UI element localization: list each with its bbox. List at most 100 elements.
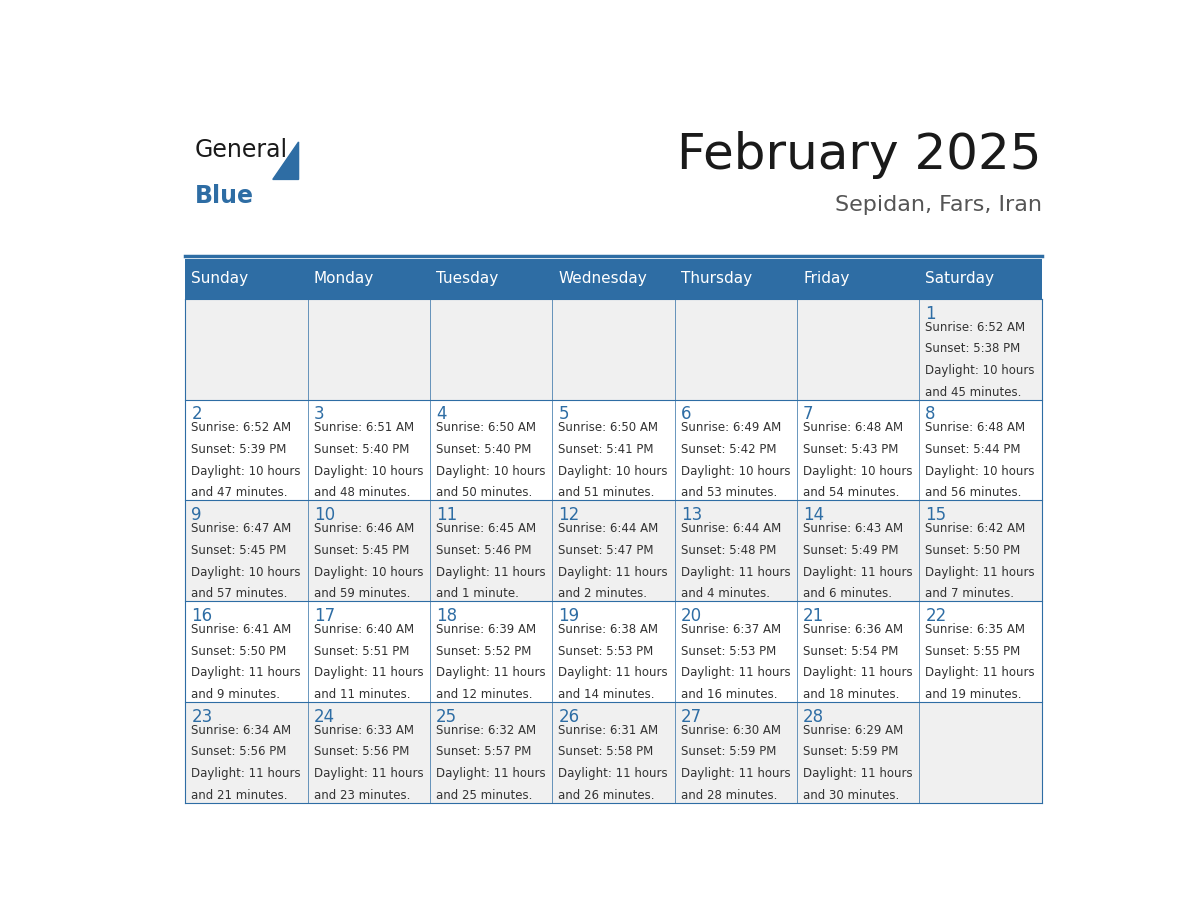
Text: and 2 minutes.: and 2 minutes. xyxy=(558,588,647,600)
Text: and 45 minutes.: and 45 minutes. xyxy=(925,386,1022,398)
FancyBboxPatch shape xyxy=(675,399,797,500)
Text: Sunrise: 6:52 AM: Sunrise: 6:52 AM xyxy=(925,320,1025,333)
Text: Sunrise: 6:49 AM: Sunrise: 6:49 AM xyxy=(681,421,781,434)
FancyBboxPatch shape xyxy=(185,299,308,399)
Text: Sunset: 5:57 PM: Sunset: 5:57 PM xyxy=(436,745,531,758)
Text: and 30 minutes.: and 30 minutes. xyxy=(803,789,899,801)
Text: Sunset: 5:58 PM: Sunset: 5:58 PM xyxy=(558,745,653,758)
FancyBboxPatch shape xyxy=(308,500,430,601)
Text: 7: 7 xyxy=(803,406,814,423)
Text: 11: 11 xyxy=(436,506,457,524)
FancyBboxPatch shape xyxy=(675,601,797,702)
Text: 21: 21 xyxy=(803,607,824,625)
Text: Daylight: 10 hours: Daylight: 10 hours xyxy=(925,364,1035,377)
Text: Sunrise: 6:48 AM: Sunrise: 6:48 AM xyxy=(925,421,1025,434)
Text: and 11 minutes.: and 11 minutes. xyxy=(314,688,410,701)
Text: and 16 minutes.: and 16 minutes. xyxy=(681,688,777,701)
Text: and 19 minutes.: and 19 minutes. xyxy=(925,688,1022,701)
Text: Daylight: 11 hours: Daylight: 11 hours xyxy=(558,767,668,780)
Text: Daylight: 11 hours: Daylight: 11 hours xyxy=(925,565,1035,578)
Text: 23: 23 xyxy=(191,708,213,726)
Text: and 47 minutes.: and 47 minutes. xyxy=(191,487,287,499)
FancyBboxPatch shape xyxy=(797,702,920,803)
Text: Sunset: 5:53 PM: Sunset: 5:53 PM xyxy=(681,644,776,657)
Text: Sunset: 5:45 PM: Sunset: 5:45 PM xyxy=(191,543,286,557)
Text: 18: 18 xyxy=(436,607,457,625)
Text: Daylight: 11 hours: Daylight: 11 hours xyxy=(803,565,912,578)
Text: Daylight: 10 hours: Daylight: 10 hours xyxy=(925,465,1035,477)
Text: Friday: Friday xyxy=(803,271,849,286)
Text: Sunset: 5:46 PM: Sunset: 5:46 PM xyxy=(436,543,531,557)
Text: Sunrise: 6:47 AM: Sunrise: 6:47 AM xyxy=(191,522,292,535)
Text: Daylight: 11 hours: Daylight: 11 hours xyxy=(436,565,545,578)
FancyBboxPatch shape xyxy=(797,500,920,601)
Text: Sunset: 5:56 PM: Sunset: 5:56 PM xyxy=(191,745,286,758)
Text: and 23 minutes.: and 23 minutes. xyxy=(314,789,410,801)
Text: Saturday: Saturday xyxy=(925,271,994,286)
FancyBboxPatch shape xyxy=(797,601,920,702)
Text: 13: 13 xyxy=(681,506,702,524)
Text: Sunset: 5:52 PM: Sunset: 5:52 PM xyxy=(436,644,531,657)
FancyBboxPatch shape xyxy=(552,500,675,601)
Text: 19: 19 xyxy=(558,607,580,625)
Text: 3: 3 xyxy=(314,406,324,423)
Text: Daylight: 11 hours: Daylight: 11 hours xyxy=(925,666,1035,679)
Text: and 50 minutes.: and 50 minutes. xyxy=(436,487,532,499)
Text: Daylight: 11 hours: Daylight: 11 hours xyxy=(681,767,790,780)
Text: Daylight: 11 hours: Daylight: 11 hours xyxy=(436,666,545,679)
Text: Sunrise: 6:33 AM: Sunrise: 6:33 AM xyxy=(314,723,413,737)
Text: Daylight: 11 hours: Daylight: 11 hours xyxy=(558,565,668,578)
Text: Sunset: 5:44 PM: Sunset: 5:44 PM xyxy=(925,443,1020,456)
Text: Sunset: 5:56 PM: Sunset: 5:56 PM xyxy=(314,745,409,758)
Text: 6: 6 xyxy=(681,406,691,423)
Text: 22: 22 xyxy=(925,607,947,625)
FancyBboxPatch shape xyxy=(675,299,797,399)
Text: Wednesday: Wednesday xyxy=(558,271,647,286)
Text: 9: 9 xyxy=(191,506,202,524)
Text: Sunday: Sunday xyxy=(191,271,248,286)
FancyBboxPatch shape xyxy=(430,299,552,399)
Text: 17: 17 xyxy=(314,607,335,625)
Text: 2: 2 xyxy=(191,406,202,423)
Text: and 25 minutes.: and 25 minutes. xyxy=(436,789,532,801)
Text: Tuesday: Tuesday xyxy=(436,271,498,286)
Text: Sunset: 5:47 PM: Sunset: 5:47 PM xyxy=(558,543,653,557)
Text: Sunrise: 6:38 AM: Sunrise: 6:38 AM xyxy=(558,623,658,636)
Text: Sunrise: 6:45 AM: Sunrise: 6:45 AM xyxy=(436,522,536,535)
Text: Sunset: 5:42 PM: Sunset: 5:42 PM xyxy=(681,443,776,456)
FancyBboxPatch shape xyxy=(308,702,430,803)
Text: 14: 14 xyxy=(803,506,824,524)
Text: 1: 1 xyxy=(925,305,936,322)
Text: 20: 20 xyxy=(681,607,702,625)
Text: Daylight: 11 hours: Daylight: 11 hours xyxy=(191,767,301,780)
FancyBboxPatch shape xyxy=(430,702,552,803)
FancyBboxPatch shape xyxy=(675,500,797,601)
Text: Sunset: 5:53 PM: Sunset: 5:53 PM xyxy=(558,644,653,657)
Text: 10: 10 xyxy=(314,506,335,524)
Text: Sunset: 5:41 PM: Sunset: 5:41 PM xyxy=(558,443,653,456)
FancyBboxPatch shape xyxy=(308,399,430,500)
Text: 24: 24 xyxy=(314,708,335,726)
Text: Sunset: 5:38 PM: Sunset: 5:38 PM xyxy=(925,342,1020,355)
Text: 12: 12 xyxy=(558,506,580,524)
Text: Sunrise: 6:30 AM: Sunrise: 6:30 AM xyxy=(681,723,781,737)
FancyBboxPatch shape xyxy=(185,399,308,500)
Text: and 9 minutes.: and 9 minutes. xyxy=(191,688,280,701)
Text: Sepidan, Fars, Iran: Sepidan, Fars, Iran xyxy=(835,195,1042,215)
FancyBboxPatch shape xyxy=(185,259,1042,299)
Text: Sunset: 5:50 PM: Sunset: 5:50 PM xyxy=(925,543,1020,557)
Text: Daylight: 10 hours: Daylight: 10 hours xyxy=(191,565,301,578)
Text: and 4 minutes.: and 4 minutes. xyxy=(681,588,770,600)
Text: Sunrise: 6:32 AM: Sunrise: 6:32 AM xyxy=(436,723,536,737)
Text: Sunrise: 6:31 AM: Sunrise: 6:31 AM xyxy=(558,723,658,737)
Text: Sunset: 5:49 PM: Sunset: 5:49 PM xyxy=(803,543,898,557)
FancyBboxPatch shape xyxy=(552,399,675,500)
Text: Sunset: 5:51 PM: Sunset: 5:51 PM xyxy=(314,644,409,657)
Text: 26: 26 xyxy=(558,708,580,726)
Text: Sunset: 5:40 PM: Sunset: 5:40 PM xyxy=(436,443,531,456)
Text: Sunset: 5:48 PM: Sunset: 5:48 PM xyxy=(681,543,776,557)
FancyBboxPatch shape xyxy=(185,601,308,702)
FancyBboxPatch shape xyxy=(430,399,552,500)
Text: Daylight: 11 hours: Daylight: 11 hours xyxy=(681,565,790,578)
Text: and 1 minute.: and 1 minute. xyxy=(436,588,519,600)
